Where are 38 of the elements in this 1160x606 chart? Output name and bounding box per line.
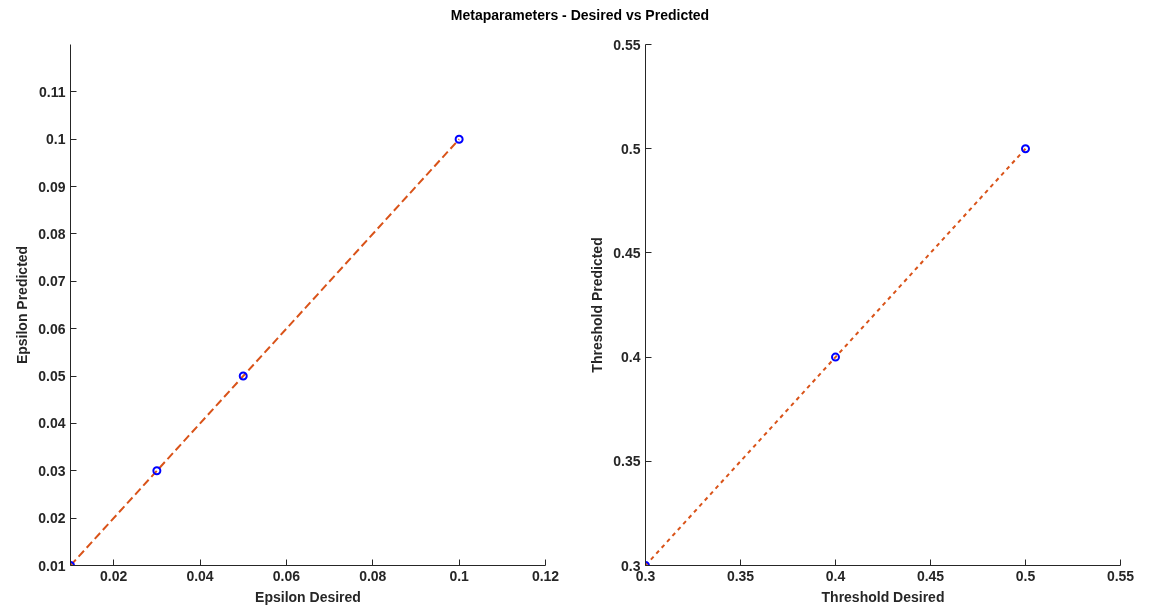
y-tick-label: 0.09 xyxy=(38,178,66,195)
x-tick-label: 0.12 xyxy=(531,567,560,584)
x-tick-label: 0.5 xyxy=(1015,567,1036,584)
y-tick-label: 0.4 xyxy=(621,349,641,366)
point xyxy=(152,466,162,476)
x-tick-label: 0.45 xyxy=(916,567,945,584)
y-tick-label: 0.06 xyxy=(38,320,66,337)
y-tick-label: 0.1 xyxy=(46,131,66,148)
y-tick-label: 0.08 xyxy=(38,225,66,242)
y-tick-label: 0.04 xyxy=(38,415,66,432)
y-tick-label: 0.05 xyxy=(38,368,66,385)
point xyxy=(454,134,464,144)
x-tick-label: 0.06 xyxy=(272,567,301,584)
y-tick-label: 0.11 xyxy=(39,83,66,100)
y-tick-label: 0.03 xyxy=(38,462,66,479)
y-tick-label: 0.07 xyxy=(38,273,66,290)
y-axis-title: Threshold Predicted xyxy=(589,237,606,373)
x-tick-label: 0.1 xyxy=(449,567,470,584)
y-axis-title: Epsilon Predicted xyxy=(14,245,31,365)
x-axis-title: Threshold Desired xyxy=(821,588,945,605)
x-tick-label: 0.04 xyxy=(186,567,214,584)
y-tick-label: 0.01 xyxy=(38,557,66,574)
x-tick-label: 0.08 xyxy=(359,567,387,584)
x-tick-label: 0.35 xyxy=(726,567,755,584)
x-tick-label: 0.4 xyxy=(825,567,846,584)
line-series xyxy=(70,138,461,566)
point xyxy=(831,352,840,362)
text: Metaparameters - Desired vs Predicted xyxy=(449,6,711,25)
point xyxy=(238,371,248,381)
y-tick-label: 0.45 xyxy=(613,244,641,261)
x-axis-title: Epsilon Desired xyxy=(255,588,361,605)
y-tick-label: 0.5 xyxy=(621,140,641,157)
y-tick-label: 0.02 xyxy=(38,510,66,527)
point xyxy=(1021,144,1030,154)
y-tick-label: 0.35 xyxy=(613,453,641,470)
x-tick-label: 0.55 xyxy=(1106,567,1135,584)
y-tick-label: 0.55 xyxy=(613,36,641,53)
x-tick-label: 0.02 xyxy=(100,567,128,584)
